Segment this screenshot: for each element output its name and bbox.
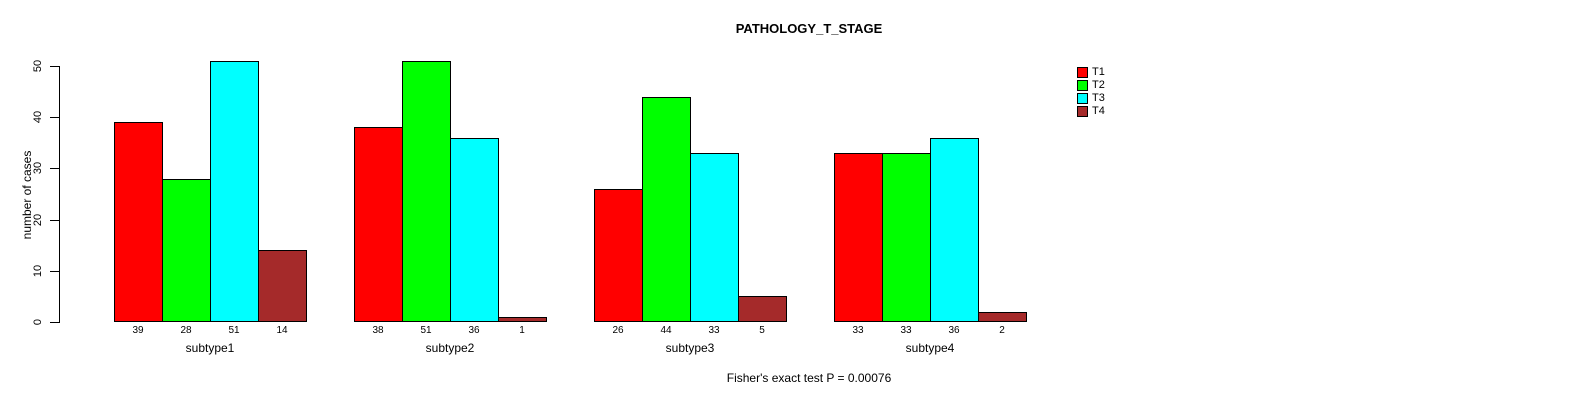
bar-value-label: 14	[276, 325, 288, 336]
legend-item-t1: T1	[1077, 66, 1105, 79]
y-tick-mark	[50, 322, 59, 323]
legend-swatch-t2	[1077, 80, 1088, 91]
bar-t4-subtype3	[738, 296, 787, 322]
bar-t1-subtype2	[354, 127, 403, 322]
bar-value-label: 36	[948, 325, 960, 336]
legend-swatch-t1	[1077, 67, 1088, 78]
bar-value-label: 26	[612, 325, 624, 336]
y-tick-mark	[50, 220, 59, 221]
legend-label: T2	[1092, 79, 1105, 91]
y-tick-mark	[50, 117, 59, 118]
bar-value-label: 2	[999, 325, 1005, 336]
y-tick-label: 0	[32, 318, 44, 326]
legend-item-t3: T3	[1077, 92, 1105, 105]
legend-swatch-t3	[1077, 93, 1088, 104]
bar-t3-subtype3	[690, 153, 739, 322]
bar-t3-subtype4	[930, 138, 979, 322]
bar-value-label: 51	[420, 325, 432, 336]
y-tick-label: 50	[32, 59, 44, 73]
bar-value-label: 33	[708, 325, 720, 336]
bar-t2-subtype3	[642, 97, 691, 322]
bar-value-label: 39	[132, 325, 144, 336]
bar-t2-subtype1	[162, 179, 211, 322]
y-tick-mark	[50, 271, 59, 272]
category-label-subtype3: subtype3	[665, 341, 715, 355]
bar-value-label: 5	[759, 325, 765, 336]
legend-item-t2: T2	[1077, 79, 1105, 92]
bar-value-label: 33	[900, 325, 912, 336]
category-label-subtype2: subtype2	[425, 341, 475, 355]
chart-title: PATHOLOGY_T_STAGE	[735, 21, 883, 36]
fisher-test-annotation: Fisher's exact test P = 0.00076	[726, 371, 892, 385]
bar-t4-subtype4	[978, 312, 1027, 322]
legend-item-t4: T4	[1077, 105, 1105, 118]
legend-label: T1	[1092, 66, 1105, 78]
y-tick-label: 10	[32, 264, 44, 278]
bar-value-label: 38	[372, 325, 384, 336]
bar-t2-subtype4	[882, 153, 931, 322]
legend-swatch-t4	[1077, 106, 1088, 117]
legend-label: T3	[1092, 92, 1105, 104]
bar-value-label: 36	[468, 325, 480, 336]
bar-t3-subtype1	[210, 61, 259, 322]
category-label-subtype4: subtype4	[905, 341, 955, 355]
bar-t4-subtype2	[498, 317, 547, 322]
y-tick-label: 30	[32, 161, 44, 175]
y-tick-label: 20	[32, 213, 44, 227]
bar-t2-subtype2	[402, 61, 451, 322]
y-axis-line	[59, 66, 60, 323]
legend-label: T4	[1092, 105, 1105, 117]
bar-t1-subtype4	[834, 153, 883, 322]
bar-value-label: 33	[852, 325, 864, 336]
bar-value-label: 44	[660, 325, 672, 336]
bar-value-label: 1	[519, 325, 525, 336]
bar-t4-subtype1	[258, 250, 307, 322]
bar-t1-subtype3	[594, 189, 643, 322]
bar-t3-subtype2	[450, 138, 499, 322]
y-tick-mark	[50, 168, 59, 169]
y-tick-label: 40	[32, 110, 44, 124]
legend: T1 T2 T3 T4	[1077, 66, 1105, 118]
bar-t1-subtype1	[114, 122, 163, 322]
bar-value-label: 28	[180, 325, 192, 336]
y-tick-mark	[50, 66, 59, 67]
category-label-subtype1: subtype1	[185, 341, 235, 355]
bar-value-label: 51	[228, 325, 240, 336]
